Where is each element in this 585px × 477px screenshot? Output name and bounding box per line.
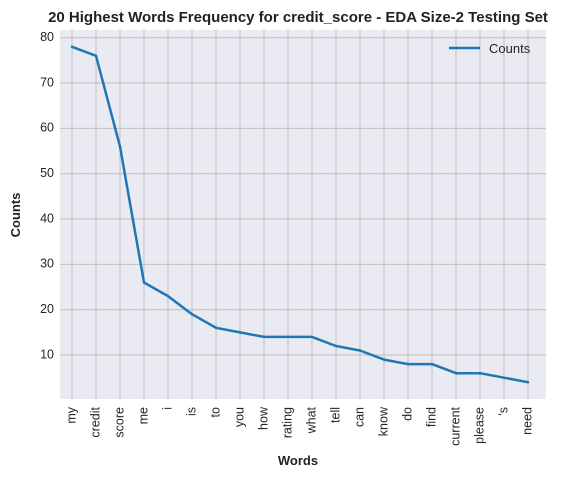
- data-point: [526, 381, 530, 384]
- data-point: [430, 362, 434, 366]
- y-axis-label: Counts: [8, 193, 23, 238]
- x-tick-label: my: [64, 406, 78, 423]
- x-tick-label: please: [472, 407, 486, 444]
- data-point: [94, 54, 98, 58]
- x-tick-label: you: [232, 407, 246, 427]
- x-tick-label: 's: [496, 407, 510, 416]
- x-tick-label: know: [376, 406, 390, 436]
- data-point: [166, 294, 170, 298]
- x-tick-label: score: [112, 407, 126, 438]
- x-tick-label: how: [256, 406, 270, 430]
- data-point: [454, 371, 458, 375]
- x-tick-label: me: [136, 407, 150, 424]
- data-point: [310, 335, 314, 339]
- x-tick-label: rating: [280, 407, 294, 438]
- x-tick-label: can: [352, 407, 366, 427]
- chart-title: 20 Highest Words Frequency for credit_sc…: [48, 9, 548, 26]
- x-tick-label: what: [304, 406, 318, 434]
- y-axis-ticks: 10 20 30 40 50 60 70 80: [40, 30, 54, 361]
- x-tick-label: credit: [88, 406, 102, 437]
- y-tick-label: 70: [40, 75, 54, 89]
- data-point: [502, 376, 506, 379]
- data-point: [190, 313, 194, 316]
- data-point: [286, 335, 290, 339]
- y-tick-label: 80: [40, 30, 54, 44]
- series-group: [70, 45, 530, 384]
- y-tick-label: 30: [40, 257, 54, 271]
- y-tick-label: 20: [40, 302, 54, 316]
- data-point: [406, 362, 410, 366]
- x-axis-ticks: my credit score me i is to you how rating what tell…: [64, 406, 534, 446]
- x-tick-label: to: [208, 407, 222, 417]
- data-point: [334, 344, 338, 348]
- x-tick-label: is: [184, 407, 198, 416]
- x-axis-label: Words: [278, 453, 318, 468]
- data-point: [118, 145, 122, 148]
- x-tick-label: find: [424, 407, 438, 427]
- data-point: [238, 331, 242, 334]
- y-tick-label: 10: [40, 347, 54, 361]
- x-tick-label: do: [400, 407, 414, 421]
- data-point: [262, 335, 266, 339]
- series-line: [70, 45, 530, 384]
- data-point: [142, 281, 146, 284]
- y-tick-label: 40: [40, 211, 54, 225]
- data-point: [214, 326, 218, 330]
- y-tick-label: 50: [40, 166, 54, 180]
- x-tick-label: i: [160, 407, 174, 410]
- data-point: [478, 371, 482, 375]
- data-point: [358, 349, 362, 352]
- data-point: [382, 358, 386, 361]
- x-tick-label: current: [448, 406, 462, 445]
- x-tick-label: need: [520, 407, 534, 435]
- data-point: [70, 45, 74, 48]
- y-tick-label: 60: [40, 121, 54, 135]
- legend: Counts: [449, 41, 531, 56]
- x-tick-label: tell: [328, 407, 342, 423]
- legend-label: Counts: [489, 41, 531, 56]
